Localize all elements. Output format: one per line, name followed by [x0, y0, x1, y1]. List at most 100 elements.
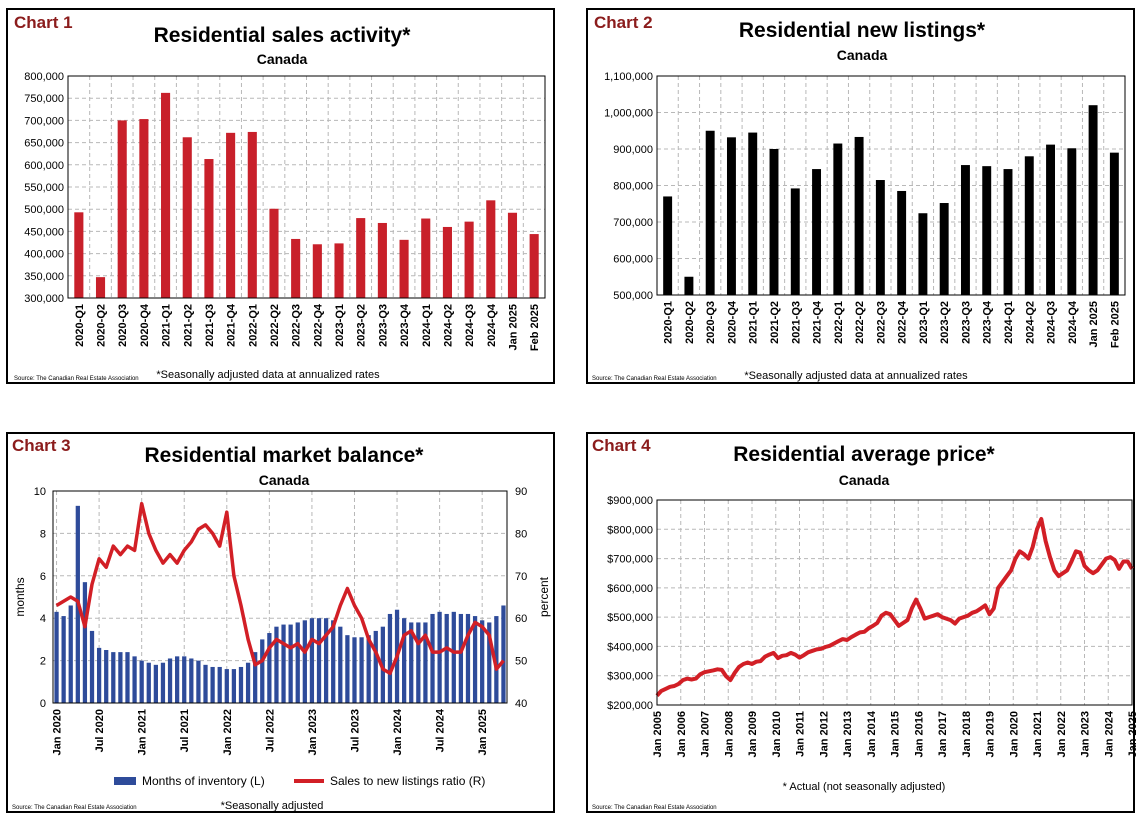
chart1-xtick-label: 2020-Q3: [117, 304, 129, 347]
chart3-inventory-bar: [295, 622, 300, 703]
chart2-bar: [1003, 169, 1013, 295]
chart-2-source: Source: The Canadian Real Estate Associa…: [592, 376, 717, 382]
chart3-xtick-label: Jul 2022: [264, 709, 276, 752]
chart3-inventory-bar: [472, 616, 478, 703]
chart3-xtick-label: Jul 2021: [179, 709, 191, 752]
chart2-bar: [748, 132, 758, 295]
chart4-xtick-label: Jan 2008: [723, 711, 735, 757]
chart3-inventory-bar: [338, 626, 343, 703]
chart2-xtick-label: 2023-Q4: [982, 300, 994, 344]
chart-3-panel: Chart 3 Residential market balance* Cana…: [6, 432, 555, 813]
chart-4-panel: Chart 4 Residential average price* Canad…: [586, 432, 1137, 813]
chart3-inventory-bar: [68, 605, 73, 703]
chart3-inventory-bar: [182, 656, 187, 703]
chart4-plot-frame: [656, 499, 1133, 706]
chart3-inventory-bar: [260, 639, 265, 703]
chart1-xtick-label: 2024-Q3: [464, 304, 476, 347]
chart4-xtick-label: Jan 2006: [676, 711, 688, 757]
chart3-xtick-label: Jan 2024: [392, 708, 404, 755]
chart3-ytick-right-label: 40: [515, 698, 527, 710]
chart-1-note: *Seasonally adjusted data at annualized …: [156, 369, 380, 381]
chart1-xtick-label: 2022-Q2: [269, 304, 281, 347]
chart3-xtick-label: Jan 2021: [137, 709, 149, 755]
chart3-xtick-label: Jan 2025: [477, 709, 489, 755]
chart1-bar: [486, 200, 496, 298]
chart1-xtick-label: 2023-Q4: [399, 303, 411, 347]
chart4-ytick-label: $400,000: [607, 641, 653, 653]
chart3-inventory-bar: [316, 618, 322, 703]
chart3-inventory-bar: [54, 611, 59, 703]
chart-1-subtitle: Canada: [257, 51, 308, 67]
chart1-bar: [334, 243, 344, 298]
chart4-xtick-label: Jan 2012: [818, 711, 830, 757]
chart2-bar: [726, 137, 736, 295]
chart2-xtick-label: 2023-Q1: [918, 301, 930, 344]
chart2-xtick-label: Jan 2025: [1088, 301, 1100, 347]
chart2-bar: [1067, 148, 1077, 295]
chart1-xtick-label: 2020-Q4: [139, 303, 151, 347]
chart-4-title: Residential average price*: [733, 443, 995, 466]
chart1-xtick-label: 2024-Q2: [442, 304, 454, 347]
chart1-xtick-label: Jan 2025: [507, 304, 519, 350]
chart1-ytick-label: 700,000: [24, 115, 64, 127]
chart3-inventory-bar: [444, 613, 449, 703]
chart1-bar: [269, 208, 279, 298]
chart3-inventory-bar: [430, 613, 435, 703]
chart1-bar: [247, 131, 257, 298]
chart2-bar: [854, 136, 864, 295]
chart2-bar: [875, 180, 885, 295]
chart4-ytick-label: $800,000: [607, 524, 653, 536]
chart4-xtick-label: Jan 2009: [747, 711, 759, 757]
chart2-xtick-label: 2020-Q2: [684, 301, 696, 344]
chart3-inventory-bar: [323, 618, 329, 703]
chart1-ytick-label: 800,000: [24, 71, 64, 83]
chart3-inventory-bar: [423, 622, 428, 703]
chart1-xtick-label: 2022-Q1: [247, 304, 259, 347]
chart1-bar: [399, 239, 409, 298]
chart4-xtick-label: Jan 2023: [1080, 711, 1092, 757]
chart2-bar: [769, 149, 779, 295]
chart3-inventory-bar: [366, 635, 371, 703]
chart4-xtick-label: Jan 2025: [1127, 711, 1137, 757]
chart1-ytick-label: 550,000: [24, 182, 64, 194]
chart1-bar: [95, 277, 106, 298]
chart-4-source: Source: The Canadian Real Estate Associa…: [592, 805, 717, 811]
chart2-xtick-label: 2021-Q3: [790, 301, 802, 344]
chart-3-title: Residential market balance*: [145, 444, 425, 467]
chart1-xtick-label: 2022-Q4: [312, 303, 324, 347]
chart4-ytick-label: $900,000: [607, 495, 653, 507]
chart4-ytick-label: $700,000: [607, 554, 653, 566]
chart1-xtick-label: 2020-Q2: [96, 304, 108, 347]
chart3-ytick-right-label: 60: [515, 613, 527, 625]
chart1-bar: [74, 212, 84, 298]
chart-1-svg: Chart 1 Residential sales activity* Cana…: [14, 13, 546, 382]
chart3-inventory-bar: [281, 624, 286, 703]
chart3-inventory-bar: [487, 622, 492, 703]
chart3-ytick-right-label: 90: [515, 486, 527, 498]
chart2-plot-frame: [656, 75, 1126, 296]
chart2-xtick-label: Feb 2025: [1109, 301, 1121, 348]
chart3-inventory-bar: [196, 660, 201, 703]
chart1-bar: [356, 218, 366, 298]
chart3-inventory-bar: [267, 633, 272, 703]
chart-2-subtitle: Canada: [837, 47, 888, 63]
chart2-bar: [897, 190, 907, 295]
chart-3-svg: Chart 3 Residential market balance* Cana…: [12, 436, 551, 812]
chart-4-note: * Actual (not seasonally adjusted): [783, 781, 946, 793]
chart-3-label: Chart 3: [12, 436, 71, 455]
chart2-bar: [1088, 105, 1098, 295]
chart-4-subtitle: Canada: [839, 472, 890, 488]
chart3-inventory-bar: [437, 611, 442, 703]
chart1-xtick-label: 2021-Q2: [182, 304, 194, 347]
chart3-inventory-bar: [125, 652, 130, 703]
chart-2-label: Chart 2: [594, 13, 653, 32]
chart1-xtick-label: 2023-Q3: [377, 304, 389, 347]
chart1-bar: [312, 244, 322, 298]
chart1-bar: [226, 132, 236, 298]
chart2-ytick-label: 1,000,000: [604, 108, 653, 120]
chart2-xtick-label: 2023-Q2: [939, 301, 951, 344]
chart2-ytick-label: 500,000: [613, 290, 653, 302]
chart2-bar: [705, 130, 715, 295]
chart3-inventory-bar: [210, 666, 215, 703]
chart1-ytick-label: 350,000: [24, 271, 64, 283]
